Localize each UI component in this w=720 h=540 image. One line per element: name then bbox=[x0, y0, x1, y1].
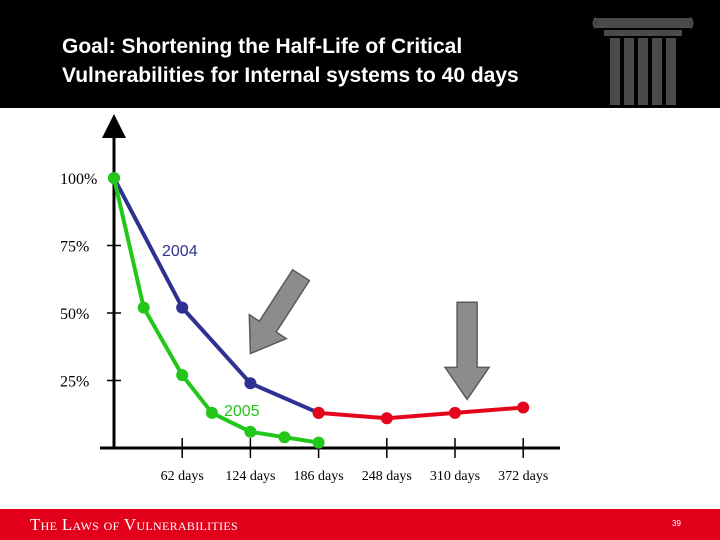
slide-title: Goal: Shortening the Half-Life of Critic… bbox=[62, 35, 519, 87]
pointer-arrow bbox=[248, 268, 311, 355]
data-point bbox=[176, 369, 189, 382]
x-tick-label: 372 days bbox=[498, 469, 548, 484]
y-tick-label: 75% bbox=[60, 239, 89, 256]
series-line bbox=[318, 405, 524, 421]
series-annotation: 2004 bbox=[162, 243, 198, 260]
x-tick-label: 310 days bbox=[430, 469, 480, 484]
data-point bbox=[205, 406, 218, 419]
x-tick-label: 62 days bbox=[161, 469, 204, 484]
x-tick-label: 186 days bbox=[294, 469, 344, 484]
y-tick-label: 50% bbox=[60, 306, 89, 323]
slide-footer: The Laws of Vulnerabilities 39 bbox=[0, 509, 720, 540]
data-point bbox=[517, 401, 530, 414]
x-tick-label: 124 days bbox=[225, 469, 275, 484]
series-annotation: 2005 bbox=[224, 403, 260, 420]
half-life-chart: 25% 50% 75% 100% 62 days 124 days 186 days 248 … bbox=[60, 114, 560, 484]
column-pillar-icon bbox=[592, 17, 694, 105]
footer-title: The Laws of Vulnerabilities bbox=[30, 515, 238, 534]
data-point bbox=[244, 425, 257, 438]
data-point bbox=[108, 172, 120, 184]
data-point bbox=[244, 377, 257, 390]
data-point bbox=[137, 301, 150, 314]
data-point bbox=[449, 406, 461, 419]
series-line bbox=[112, 177, 320, 415]
data-point bbox=[380, 412, 393, 425]
data-point bbox=[278, 431, 291, 444]
pointer-arrow bbox=[443, 301, 491, 401]
data-point bbox=[312, 406, 325, 419]
data-point bbox=[312, 436, 325, 449]
page-number: 39 bbox=[672, 519, 681, 528]
x-tick-label: 248 days bbox=[362, 469, 412, 484]
slide-header: Goal: Shortening the Half-Life of Critic… bbox=[0, 0, 720, 108]
data-point bbox=[176, 301, 189, 314]
y-tick-label: 100% bbox=[60, 171, 97, 188]
y-tick-label: 25% bbox=[60, 374, 89, 391]
